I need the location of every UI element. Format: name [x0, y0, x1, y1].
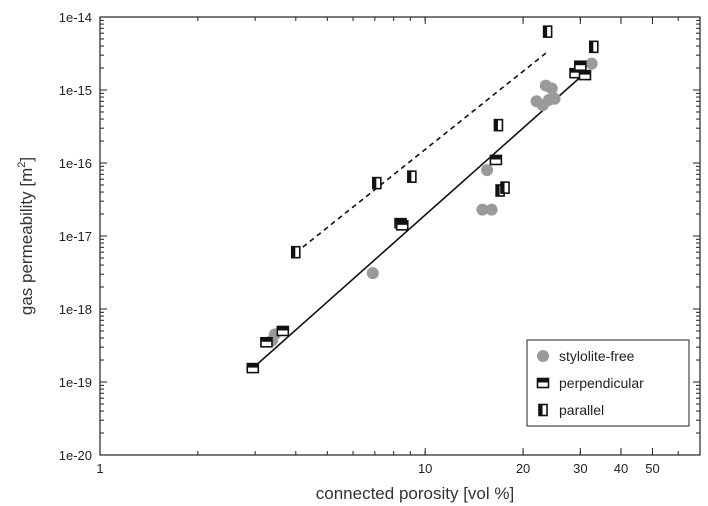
tick-marks	[99, 16, 700, 456]
parallel-point	[407, 170, 417, 183]
perpendicular-point	[489, 154, 503, 166]
x-tick-label: 20	[516, 461, 530, 476]
legend-marker	[537, 350, 549, 362]
y-tick-label: 1e-18	[59, 302, 92, 317]
x-tick-label: 50	[645, 461, 659, 476]
x-tick-labels: 1 10 20 30 40 50	[96, 461, 659, 476]
y-tick-label: 1e-14	[59, 10, 92, 25]
x-tick-label: 30	[573, 461, 587, 476]
legend-label: parallel	[559, 402, 604, 418]
legend-marker	[538, 403, 548, 417]
perpendicular-point	[260, 336, 273, 348]
perpendicular-point	[395, 220, 409, 231]
legend-marker	[536, 377, 550, 389]
x-axis-label: connected porosity [vol %]	[316, 484, 514, 503]
data-points	[246, 25, 599, 374]
plot-frame	[99, 16, 701, 456]
y-axis-label-sup: 2	[16, 162, 28, 168]
stylolite-free-point	[476, 203, 489, 216]
legend-label: stylolite-free	[559, 348, 635, 364]
stylolite-free-point	[485, 203, 498, 216]
y-tick-label: 1e-15	[59, 83, 92, 98]
legend-box	[526, 339, 690, 427]
stylolite-free-point	[481, 164, 494, 177]
y-tick-label: 1e-16	[59, 156, 92, 171]
y-axis-label-main: gas permeability [m	[17, 168, 36, 315]
perpendicular-point	[574, 60, 587, 72]
stylolite-free-point	[585, 57, 598, 70]
parallel-point	[542, 25, 553, 38]
stylolite-free-point	[545, 82, 558, 95]
y-axis-label-end: ]	[17, 157, 36, 162]
legend: stylolite-free perpendicular parallel	[526, 339, 690, 427]
parallel-point	[493, 118, 504, 132]
x-tick-label: 1	[96, 461, 103, 476]
dashed-fit-line	[295, 52, 547, 254]
y-axis-label: gas permeability [m2]	[16, 157, 36, 315]
legend-label: perpendicular	[559, 375, 644, 391]
x-tick-label: 40	[614, 461, 628, 476]
parallel-point	[588, 40, 599, 54]
parallel-point	[500, 181, 510, 194]
y-tick-label: 1e-17	[59, 229, 92, 244]
stylolite-free-point	[366, 267, 379, 280]
fit-lines	[252, 52, 584, 369]
solid-fit-line	[252, 74, 584, 369]
x-tick-label: 10	[418, 461, 432, 476]
parallel-point	[372, 176, 382, 190]
perpendicular-point	[276, 325, 290, 337]
y-tick-label: 1e-20	[59, 448, 92, 463]
y-tick-labels: 1e-20 1e-19 1e-18 1e-17 1e-16 1e-15 1e-14	[59, 10, 92, 463]
stylolite-free-point	[548, 92, 561, 105]
y-tick-label: 1e-19	[59, 375, 92, 390]
parallel-point	[290, 245, 301, 259]
perpendicular-point	[578, 69, 592, 81]
perpendicular-point	[246, 362, 260, 374]
